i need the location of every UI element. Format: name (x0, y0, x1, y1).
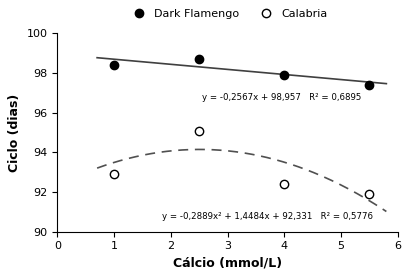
Text: y = -0,2567x + 98,957   R² = 0,6895: y = -0,2567x + 98,957 R² = 0,6895 (202, 93, 360, 102)
Text: y = -0,2889x² + 1,4484x + 92,331   R² = 0,5776: y = -0,2889x² + 1,4484x + 92,331 R² = 0,… (162, 212, 373, 221)
Dark Flamengo (196, 57, 201, 61)
Dark Flamengo (111, 64, 116, 67)
Calabria (196, 129, 201, 132)
Y-axis label: Ciclo (dias): Ciclo (dias) (8, 93, 21, 172)
Calabria (366, 192, 371, 196)
Legend: Dark Flamengo, Calabria: Dark Flamengo, Calabria (128, 9, 326, 19)
X-axis label: Cálcio (mmol/L): Cálcio (mmol/L) (173, 257, 281, 270)
Calabria (111, 172, 116, 176)
Calabria (281, 182, 286, 186)
Dark Flamengo (281, 73, 286, 77)
Dark Flamengo (366, 83, 371, 87)
Line: Dark Flamengo: Dark Flamengo (110, 55, 373, 89)
Line: Calabria: Calabria (110, 126, 373, 198)
